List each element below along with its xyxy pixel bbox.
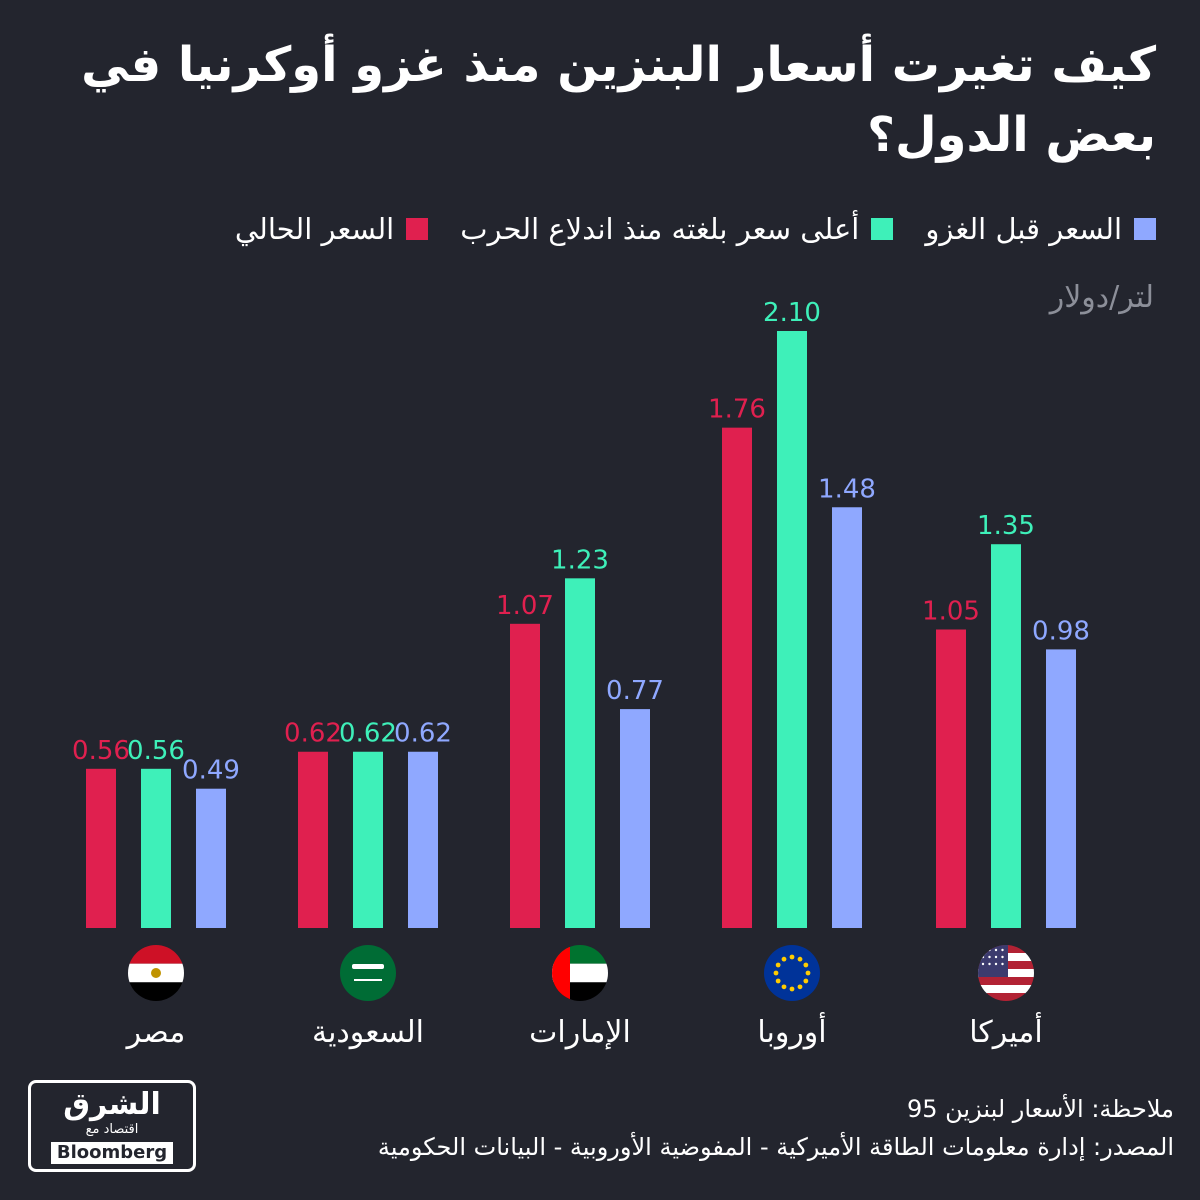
- category-label-0: مصر: [125, 1015, 186, 1050]
- data-label-3-0: 1.76: [708, 395, 766, 425]
- bar-chart: 0.560.560.49مصر0.620.620.62السعودية1.071…: [72, 298, 1090, 1050]
- data-label-4-1: 1.35: [977, 511, 1035, 541]
- bar-2-0: [510, 623, 540, 928]
- data-label-1-0: 0.62: [284, 719, 342, 749]
- data-label-2-0: 1.07: [496, 591, 554, 621]
- data-label-0-2: 0.49: [182, 756, 240, 786]
- bar-2-1: [565, 578, 595, 928]
- usa-flag-icon: [978, 945, 1034, 1001]
- data-label-1-1: 0.62: [339, 719, 397, 749]
- unit-label: لتر/دولار: [1049, 280, 1154, 315]
- data-label-3-2: 1.48: [818, 474, 876, 504]
- chart-title: كيف تغيرت أسعار البنزين منذ غزو أوكرنيا …: [81, 37, 1156, 163]
- egypt-flag-icon: [128, 945, 184, 1001]
- bar-3-0: [722, 427, 752, 928]
- data-label-1-2: 0.62: [394, 719, 452, 749]
- category-label-3: أوروبا: [757, 1011, 826, 1050]
- logo-sub-text: اقتصاد مع: [85, 1122, 139, 1137]
- legend-swatch-peak-price: [871, 218, 894, 240]
- footer-source: المصدر: إدارة معلومات الطاقة الأميركية -…: [377, 1133, 1174, 1161]
- data-label-0-0: 0.56: [72, 736, 130, 766]
- category-label-1: السعودية: [312, 1015, 424, 1050]
- data-label-2-2: 0.77: [606, 676, 664, 706]
- legend-swatch-current-price: [406, 218, 429, 240]
- logo-brand-text: Bloomberg: [50, 1142, 174, 1164]
- bar-0-1: [141, 768, 171, 928]
- bar-4-0: [936, 629, 966, 928]
- footer: ملاحظة: الأسعار لبنزين 95 المصدر: إدارة …: [378, 1090, 1174, 1166]
- bar-4-2: [1046, 649, 1076, 928]
- legend-item-peak-price: أعلى سعر بلغته منذ اندلاع الحرب: [460, 212, 894, 246]
- footer-note: ملاحظة: الأسعار لبنزين 95: [906, 1095, 1174, 1123]
- legend-label-peak-price: أعلى سعر بلغته منذ اندلاع الحرب: [460, 212, 860, 246]
- bar-0-0: [86, 768, 116, 928]
- legend-swatch-before-invasion: [1134, 218, 1156, 240]
- data-label-0-1: 0.56: [127, 736, 185, 766]
- category-label-2: الإمارات: [529, 1015, 631, 1050]
- data-label-2-1: 1.23: [551, 545, 609, 575]
- bar-1-1: [353, 751, 383, 928]
- category-label-4: أميركا: [969, 1011, 1042, 1050]
- bar-4-1: [991, 544, 1021, 928]
- data-label-3-1: 2.10: [763, 298, 821, 328]
- bar-1-2: [408, 751, 438, 928]
- legend-item-before-invasion: السعر قبل الغزو: [925, 212, 1156, 246]
- legend: السعر قبل الغزو أعلى سعر بلغته منذ اندلا…: [46, 212, 1156, 246]
- logo-main-text: الشرق: [63, 1087, 161, 1122]
- data-label-4-2: 0.98: [1032, 616, 1090, 646]
- bar-1-0: [298, 751, 328, 928]
- bar-2-2: [620, 709, 650, 928]
- legend-label-current-price: السعر الحالي: [234, 212, 395, 246]
- saudi-flag-icon: [340, 945, 396, 1001]
- eu-flag-icon: [764, 945, 820, 1001]
- data-label-4-0: 1.05: [922, 597, 980, 627]
- bar-3-1: [777, 331, 807, 928]
- legend-item-current-price: السعر الحالي: [234, 212, 429, 246]
- bar-0-2: [196, 788, 226, 928]
- uae-flag-icon: [552, 945, 608, 1001]
- legend-label-before-invasion: السعر قبل الغزو: [925, 212, 1122, 246]
- asharq-bloomberg-logo: الشرق اقتصاد مع Bloomberg: [28, 1080, 196, 1172]
- bar-3-2: [832, 507, 862, 928]
